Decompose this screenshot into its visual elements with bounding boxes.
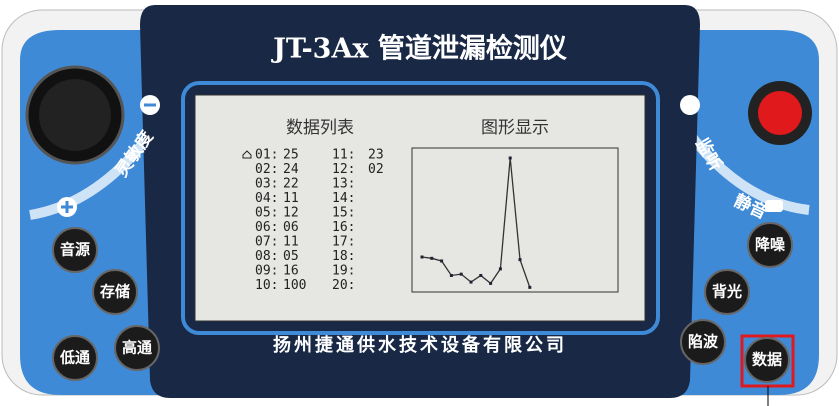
cursor bbox=[242, 150, 252, 159]
graph-line bbox=[421, 157, 531, 288]
graph-point bbox=[469, 280, 473, 284]
row-value: 12 bbox=[283, 206, 299, 221]
row-value: 05 bbox=[283, 249, 299, 264]
lcd bbox=[194, 94, 646, 322]
power-button[interactable] bbox=[758, 91, 802, 135]
graph-point bbox=[440, 259, 444, 263]
button-label: 低通 bbox=[59, 349, 90, 367]
graph-point bbox=[479, 273, 483, 277]
list-title: 数据列表 bbox=[286, 118, 354, 138]
button[interactable] bbox=[744, 337, 790, 383]
button[interactable] bbox=[114, 325, 160, 371]
row-index: 15: bbox=[332, 206, 355, 221]
row-value: 06 bbox=[283, 220, 299, 235]
button[interactable] bbox=[680, 319, 726, 365]
row-index: 11: bbox=[332, 148, 355, 163]
row-index: 16: bbox=[332, 220, 355, 235]
mute-icon bbox=[765, 200, 783, 212]
listen-icon bbox=[680, 95, 700, 115]
screen-frame bbox=[181, 81, 660, 335]
button-label: 音源 bbox=[60, 241, 90, 259]
button[interactable] bbox=[704, 269, 750, 315]
graph-point bbox=[430, 256, 434, 260]
row-value: 16 bbox=[283, 264, 299, 279]
button-label: 高通 bbox=[122, 339, 152, 357]
graph-point bbox=[489, 281, 493, 285]
graph-point bbox=[449, 273, 453, 277]
row-index: 10: bbox=[255, 278, 278, 293]
graph-point bbox=[528, 285, 532, 289]
button[interactable] bbox=[52, 335, 98, 381]
row-value: 25 bbox=[283, 148, 299, 163]
row-index: 19: bbox=[332, 264, 355, 279]
row-index: 06: bbox=[255, 220, 278, 235]
graph-box bbox=[411, 147, 619, 293]
row-index: 09: bbox=[255, 264, 278, 279]
button-label: 陷波 bbox=[688, 333, 719, 351]
graph-title: 图形显示 bbox=[481, 118, 549, 138]
button-label: 降噪 bbox=[755, 236, 786, 254]
knob-cap bbox=[39, 79, 111, 151]
button[interactable] bbox=[92, 269, 138, 315]
row-value: 02 bbox=[368, 162, 384, 177]
row-value: 11 bbox=[283, 191, 299, 206]
graph-point bbox=[518, 258, 522, 262]
row-index: 03: bbox=[255, 177, 278, 192]
button-label: 数据 bbox=[752, 351, 782, 369]
row-index: 12: bbox=[332, 162, 355, 177]
graph-point bbox=[420, 255, 424, 259]
button[interactable] bbox=[747, 222, 793, 268]
button-label: 背光 bbox=[712, 283, 742, 301]
row-value: 100 bbox=[283, 278, 306, 293]
row-index: 07: bbox=[255, 235, 278, 250]
graph-point bbox=[459, 272, 463, 276]
graph-point bbox=[508, 156, 512, 160]
row-index: 18: bbox=[332, 249, 355, 264]
row-index: 05: bbox=[255, 206, 278, 221]
row-value: 24 bbox=[283, 162, 299, 177]
row-index: 04: bbox=[255, 191, 278, 206]
row-value: 23 bbox=[368, 148, 384, 163]
row-index: 14: bbox=[332, 191, 355, 206]
row-index: 02: bbox=[255, 162, 278, 177]
row-value: 22 bbox=[283, 177, 299, 192]
button-label: 存储 bbox=[100, 283, 130, 301]
plus-sign bbox=[61, 201, 73, 213]
device-title: JT-3Ax 管道泄漏检测仪 bbox=[271, 33, 567, 65]
row-index: 08: bbox=[255, 249, 278, 264]
row-index: 13: bbox=[332, 177, 355, 192]
graph-point bbox=[498, 267, 502, 271]
button[interactable] bbox=[52, 227, 98, 273]
row-index: 17: bbox=[332, 235, 355, 250]
row-index: 20: bbox=[332, 278, 355, 293]
row-value: 11 bbox=[283, 235, 299, 250]
company-name: 扬州捷通供水技术设备有限公司 bbox=[273, 334, 567, 356]
row-index: 01: bbox=[255, 148, 278, 163]
